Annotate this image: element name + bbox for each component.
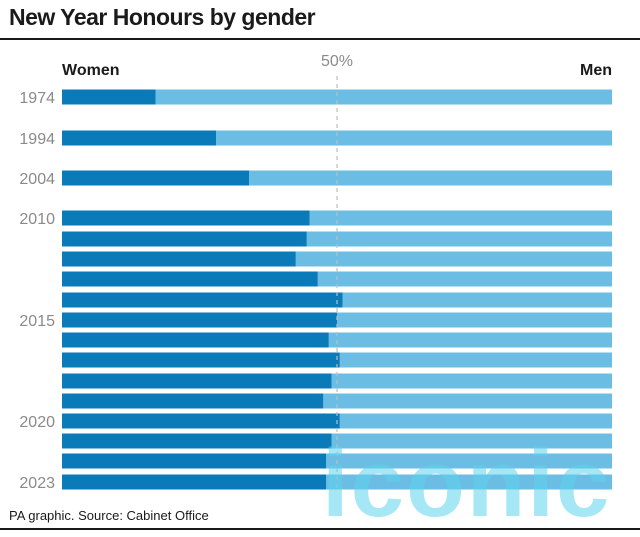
bar-women-2013	[62, 271, 318, 287]
bar-men-2012	[295, 251, 612, 267]
bar-men-2014	[342, 292, 612, 308]
midline-label: 50%	[320, 53, 354, 70]
bar-men-2020	[339, 413, 612, 429]
watermark-logo: iconic	[322, 430, 612, 537]
bottom-rule	[0, 528, 640, 530]
bar-men-2011	[306, 231, 612, 247]
bar-women-2019	[62, 393, 324, 409]
year-label-2020: 2020	[19, 414, 55, 431]
year-label-2010: 2010	[19, 211, 55, 228]
bar-men-2004	[249, 170, 612, 186]
bar-women-2021	[62, 433, 332, 449]
year-label-2015: 2015	[19, 313, 55, 330]
bar-women-1994	[62, 130, 216, 146]
bar-women-2022	[62, 453, 326, 469]
bar-women-2020	[62, 413, 340, 429]
year-label-1994: 1994	[19, 131, 55, 148]
bar-men-1974	[155, 89, 612, 105]
year-label-2023: 2023	[19, 475, 55, 492]
bar-women-2016	[62, 332, 329, 348]
bar-women-2011	[62, 231, 307, 247]
bar-women-2010	[62, 210, 310, 226]
bar-men-2016	[328, 332, 612, 348]
top-rule	[0, 38, 640, 40]
bar-men-2013	[317, 271, 612, 287]
year-label-2004: 2004	[19, 171, 55, 188]
bar-women-2018	[62, 373, 332, 389]
bar-men-2017	[339, 352, 612, 368]
women-label: Women	[62, 62, 120, 79]
year-label-1974: 1974	[19, 90, 55, 107]
source-note: PA graphic. Source: Cabinet Office	[9, 508, 209, 523]
bar-men-1994	[216, 130, 612, 146]
bar-women-2014	[62, 292, 343, 308]
chart-title: New Year Honours by gender	[9, 4, 316, 30]
bar-women-2004	[62, 170, 249, 186]
bar-women-2023	[62, 474, 326, 490]
bar-women-2017	[62, 352, 340, 368]
bar-men-2010	[309, 210, 612, 226]
men-label: Men	[580, 62, 612, 79]
bar-women-1974	[62, 89, 156, 105]
bar-men-2023	[326, 474, 612, 490]
bar-men-2021	[331, 433, 612, 449]
bar-women-2015	[62, 312, 337, 328]
bar-men-2019	[323, 393, 612, 409]
bar-women-2012	[62, 251, 296, 267]
bar-men-2022	[326, 453, 612, 469]
bar-men-2018	[331, 373, 612, 389]
bar-men-2015	[337, 312, 612, 328]
